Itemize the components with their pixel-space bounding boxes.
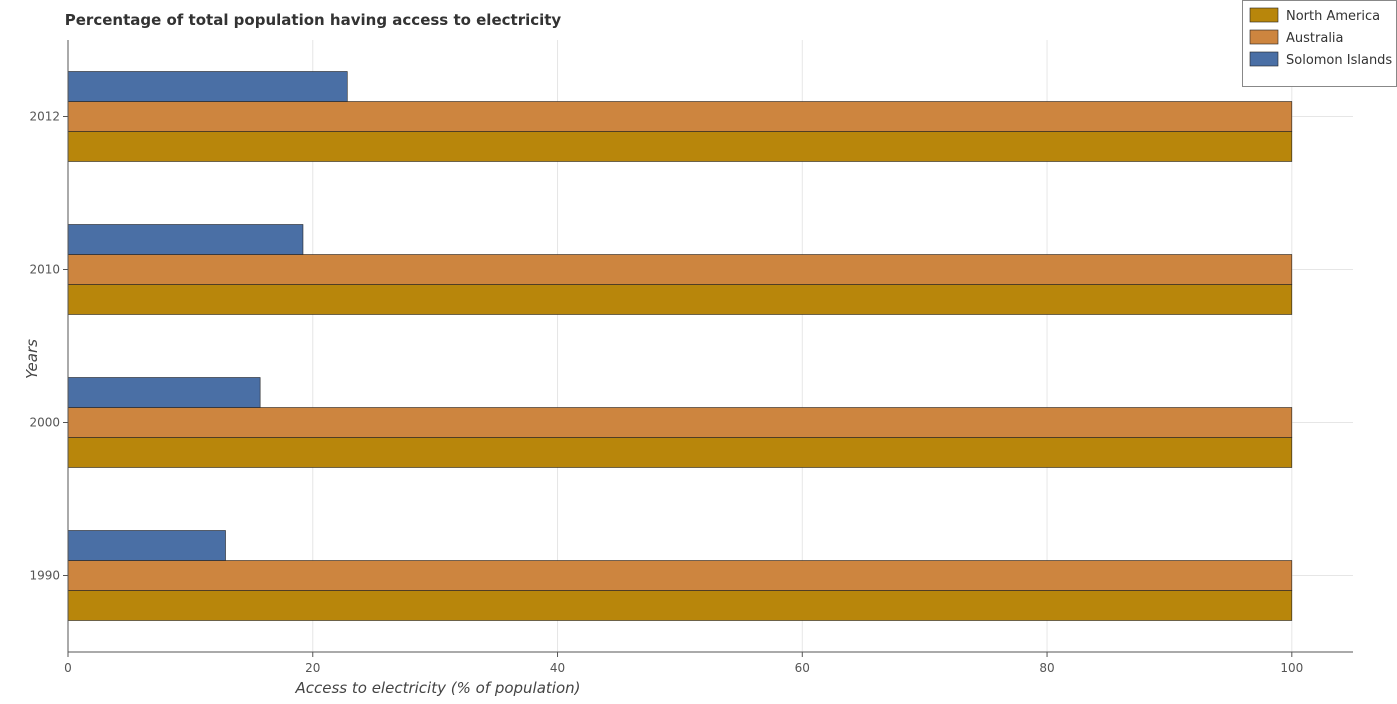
- y-axis-label: Years: [23, 339, 41, 379]
- bar-australia-1990: [67, 560, 1293, 591]
- bar-north-america-2000: [67, 437, 1293, 468]
- x-axis-label: Access to electricity (% of population): [294, 679, 580, 697]
- legend-swatch: [1249, 29, 1279, 45]
- bar-solomon-islands-1990: [67, 530, 226, 561]
- legend: North America Australia Solomon Islands: [1242, 0, 1397, 87]
- x-tick-label: 60: [795, 661, 810, 675]
- y-tick-label: 2010: [29, 263, 60, 277]
- bar-australia-2000: [67, 407, 1293, 438]
- legend-label: Australia: [1286, 31, 1344, 46]
- bar-solomon-islands-2012: [67, 71, 348, 102]
- bar-north-america-2010: [67, 284, 1293, 315]
- bar-north-america-2012: [67, 131, 1293, 162]
- bar-australia-2010: [67, 254, 1293, 285]
- x-tick-label: 0: [64, 661, 72, 675]
- x-tick-label: 80: [1039, 661, 1054, 675]
- legend-swatch: [1249, 7, 1279, 23]
- bar-solomon-islands-2000: [67, 377, 261, 408]
- y-tick-label: 2000: [29, 416, 60, 430]
- legend-swatch: [1249, 51, 1279, 67]
- y-tick-label: 2012: [29, 110, 60, 124]
- chart-title: Percentage of total population having ac…: [65, 11, 562, 29]
- axes: 0 20 40 60 80 100 1990 2000 2010 2012: [29, 40, 1353, 675]
- y-tick-label: 1990: [29, 569, 60, 583]
- x-tick-label: 20: [305, 661, 320, 675]
- x-tick-label: 100: [1280, 661, 1303, 675]
- bar-solomon-islands-2010: [67, 224, 304, 255]
- bar-australia-2012: [67, 101, 1293, 132]
- bar-north-america-1990: [67, 590, 1293, 621]
- bars: [67, 71, 1293, 621]
- legend-label: Solomon Islands: [1286, 53, 1392, 68]
- x-tick-label: 40: [550, 661, 565, 675]
- legend-label: North America: [1286, 9, 1380, 24]
